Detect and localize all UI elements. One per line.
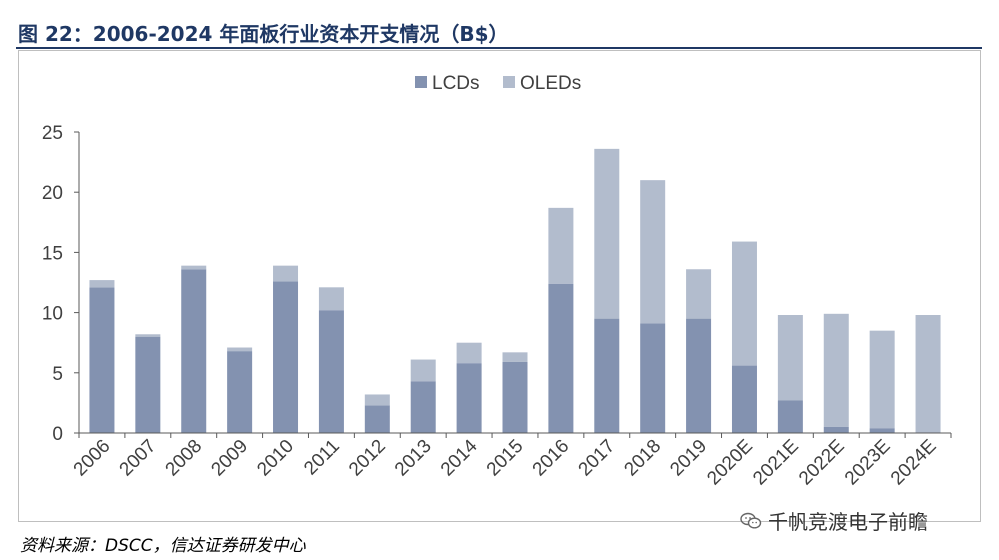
bar-lcds-2020e [731,365,757,433]
x-tick-label: 2014 [437,435,482,480]
bar-lcds-2011 [318,310,344,433]
bar-oleds-2021e [777,315,803,401]
bar-oleds-2008 [181,265,207,270]
legend-swatch-lcds [415,76,427,88]
bar-oleds-2024e [915,315,941,433]
bar-lcds-2019 [686,318,712,433]
bar-oleds-2010 [273,265,299,282]
bar-lcds-2018 [640,323,666,433]
x-axis: 2006 2007 2008 2009 2010 2011 2012 2013 2014 2015… [70,432,952,490]
bar-oleds-2018 [640,180,666,324]
bar-oleds-2020e [731,241,757,366]
source-note: 资料来源：DSCC，信达证券研发中心 [20,536,306,556]
x-tick-label: 2023E [841,436,895,490]
watermark: 千帆竞渡电子前瞻 [740,506,928,535]
legend-label-lcds: LCDs [432,73,480,94]
bar-oleds-2012 [364,394,390,406]
bar-oleds-2023e [869,330,895,429]
bar-oleds-2019 [686,269,712,319]
title-underline [16,47,982,49]
bar-lcds-2009 [227,351,253,433]
x-tick-label: 2020E [703,436,757,490]
x-tick-label: 2016 [529,436,574,481]
y-tick-label: 0 [52,424,63,445]
chart-title: 图 22：2006-2024 年面板行业资本开支情况（B$） [18,22,509,46]
bar-lcds-2012 [364,405,390,433]
x-tick-label: 2022E [795,436,849,490]
wechat-logo-icon [740,512,762,529]
y-axis: 0 5 10 15 20 25 [42,123,80,445]
bar-oleds-2007 [135,334,161,337]
bar-lcds-2014 [456,363,482,433]
x-tick-label: 2013 [391,436,436,481]
bar-oleds-2006 [89,280,115,288]
bar-lcds-2021e [777,400,803,433]
legend-swatch-oleds [503,76,515,88]
bar-oleds-2022e [823,313,849,427]
x-tick-label: 2010 [253,436,298,481]
chart-frame [18,50,981,522]
x-tick-label: 2024E [887,436,941,490]
legend-label-oleds: OLEDs [520,73,581,94]
bar-lcds-2016 [548,283,574,433]
bar-lcds-2023e [869,428,895,433]
y-tick-label: 5 [52,364,63,385]
chart-legend: LCDs OLEDs [415,73,581,94]
bar-lcds-2022e [823,426,849,433]
bar-lcds-2010 [273,281,299,433]
x-tick-label: 2017 [575,436,620,481]
x-tick-label: 2009 [207,436,252,481]
y-tick-label: 25 [42,123,63,144]
x-tick-label: 2008 [162,436,207,481]
bar-oleds-2016 [548,207,574,284]
bar-oleds-2017 [594,148,620,319]
bar-oleds-2011 [318,287,344,311]
y-tick-label: 10 [42,304,63,325]
bar-lcds-2015 [502,361,528,433]
bar-oleds-2009 [227,347,253,352]
y-tick-label: 15 [42,243,63,264]
x-tick-label: 2015 [483,436,528,481]
bar-lcds-2008 [181,269,207,433]
x-tick-label: 2021E [749,436,803,490]
bar-oleds-2014 [456,342,482,364]
bar-lcds-2017 [594,318,620,433]
bar-oleds-2013 [410,359,436,382]
x-tick-label: 2007 [116,436,161,481]
bar-oleds-2015 [502,352,528,362]
x-tick-label: 2011 [300,436,344,480]
x-tick-label: 2018 [620,436,665,481]
bars-layer [89,148,941,433]
bar-lcds-2007 [135,336,161,433]
x-tick-label: 2006 [70,436,115,481]
y-tick-label: 20 [42,183,63,204]
watermark-text: 千帆竞渡电子前瞻 [768,510,928,534]
x-tick-label: 2012 [345,436,390,481]
bar-lcds-2006 [89,287,115,433]
bar-lcds-2013 [410,381,436,433]
